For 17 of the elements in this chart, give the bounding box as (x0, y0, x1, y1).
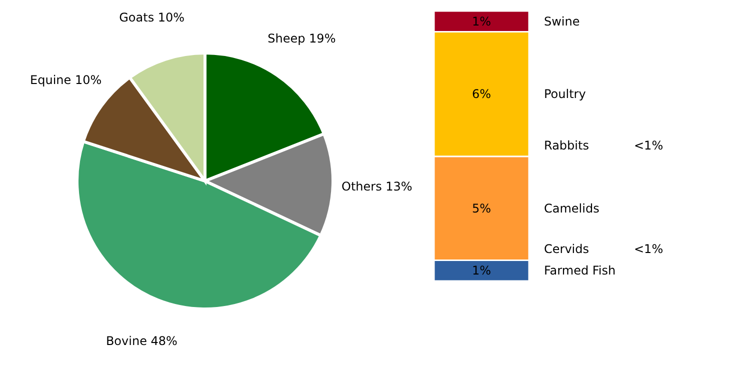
text: <1% (634, 138, 664, 152)
series-label: Farmed Fish (544, 264, 616, 278)
slice-label: Sheep 19% (268, 32, 336, 46)
data-label: 5% (472, 201, 492, 216)
series-label: Camelids (544, 201, 600, 216)
slice-label: Equine 10% (30, 72, 102, 87)
slice-label: Others 13% (342, 179, 412, 194)
text: Cervids (544, 242, 589, 256)
slice-label: Goats 10% (119, 10, 185, 24)
series-label: Poultry (544, 87, 586, 102)
data-label: 6% (472, 87, 492, 102)
series-label: Swine (544, 14, 580, 28)
text: <1% (634, 242, 664, 256)
data-label: 1% (472, 264, 492, 278)
text: Rabbits (544, 138, 589, 152)
slice-label: Bovine 48% (106, 334, 178, 348)
data-label: 1% (472, 14, 492, 28)
